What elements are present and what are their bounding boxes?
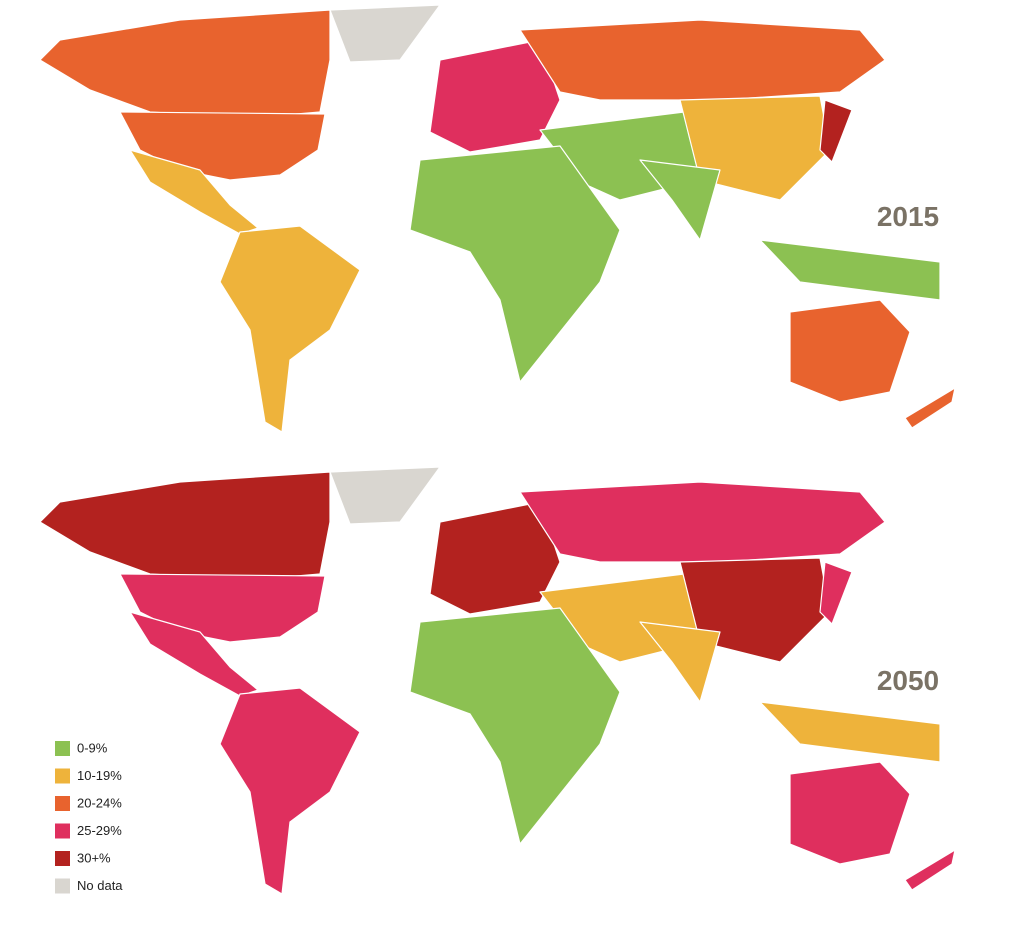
- country-region: [409, 607, 621, 845]
- country-region: [519, 481, 886, 563]
- country-region: [904, 849, 956, 891]
- country-region: [329, 466, 441, 525]
- country-region: [759, 701, 941, 763]
- map-year-label: 2015: [877, 201, 939, 232]
- legend-label: 25-29%: [77, 823, 122, 838]
- country-region: [329, 4, 441, 63]
- map-year-label: 2050: [877, 665, 939, 696]
- legend-swatch: [55, 741, 70, 756]
- legend-label: 10-19%: [77, 768, 122, 783]
- country-region: [789, 299, 911, 403]
- country-region: [819, 561, 853, 625]
- legend-label: 0-9%: [77, 740, 108, 755]
- legend-swatch: [55, 823, 70, 839]
- legend-swatch: [55, 851, 70, 866]
- legend-swatch: [55, 768, 70, 784]
- country-region: [219, 225, 361, 433]
- country-region: [639, 159, 721, 241]
- country-region: [904, 387, 956, 429]
- map-regions: [39, 4, 956, 895]
- legend-label: No data: [77, 878, 123, 893]
- country-region: [519, 19, 886, 101]
- country-region: [219, 687, 361, 895]
- legend-label: 30+%: [77, 850, 111, 865]
- country-region: [789, 761, 911, 865]
- legend-label: 20-24%: [77, 795, 122, 810]
- legend-swatch: [55, 796, 70, 811]
- legend: 0-9% 10-19% 20-24% 25-29% 30+% No data: [55, 740, 123, 894]
- legend-swatch: [55, 878, 70, 894]
- country-region: [409, 145, 621, 383]
- country-region: [39, 9, 331, 119]
- country-region: [759, 239, 941, 301]
- country-region: [39, 471, 331, 581]
- country-region: [819, 99, 853, 163]
- country-region: [639, 621, 721, 703]
